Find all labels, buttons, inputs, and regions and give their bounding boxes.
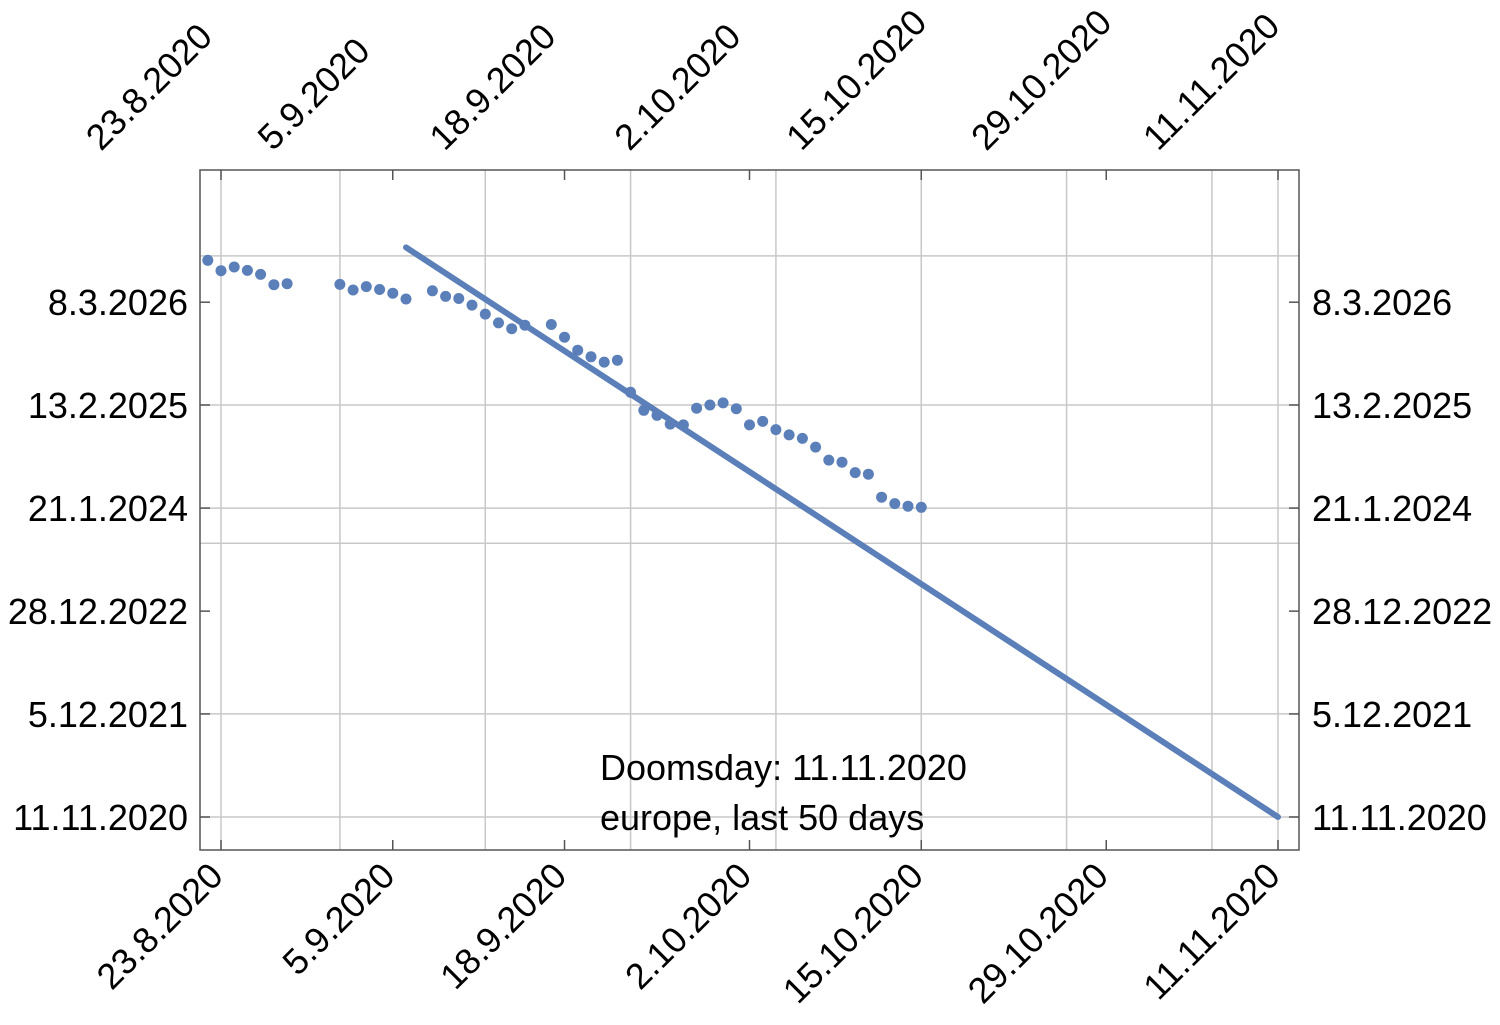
y-tick-label-right: 28.12.2022: [1312, 591, 1492, 632]
data-point: [281, 278, 293, 290]
data-point: [849, 467, 861, 479]
data-point: [360, 281, 372, 293]
x-tick-label-bottom: 15.10.2020: [775, 855, 931, 1011]
y-tick-label-left: 13.2.2025: [28, 385, 188, 426]
data-point: [400, 293, 412, 305]
data-point: [730, 403, 742, 415]
data-point: [334, 278, 346, 290]
data-point: [374, 284, 386, 295]
x-tick-label-bottom: 18.9.2020: [432, 855, 574, 997]
data-point: [598, 356, 610, 368]
data-point: [228, 261, 240, 273]
data-point: [572, 344, 584, 356]
y-tick-label-left: 28.12.2022: [8, 591, 188, 632]
data-series: [202, 244, 1281, 820]
y-tick-label-right: 21.1.2024: [1312, 488, 1472, 529]
data-point: [889, 498, 901, 510]
x-tick-label-top: 2.10.2020: [606, 15, 748, 157]
axis-ticks: [200, 170, 1299, 850]
x-tick-label-bottom: 23.8.2020: [88, 855, 230, 997]
data-point: [862, 468, 874, 480]
tick-labels: 23.8.202023.8.20205.9.20205.9.202018.9.2…: [8, 1, 1492, 1011]
data-point: [493, 317, 504, 329]
data-point: [810, 441, 822, 453]
data-point: [347, 284, 359, 296]
x-tick-label-top: 15.10.2020: [778, 1, 934, 157]
data-point: [255, 268, 267, 280]
data-point: [717, 397, 729, 409]
data-point: [902, 500, 914, 512]
y-tick-label-left: 11.11.2020: [13, 797, 188, 838]
x-tick-label-bottom: 2.10.2020: [617, 855, 759, 997]
x-tick-label-top: 23.8.2020: [78, 15, 220, 157]
data-point: [545, 319, 557, 330]
data-point: [691, 402, 703, 414]
data-point: [796, 432, 808, 444]
y-tick-label-right: 11.11.2020: [1312, 797, 1487, 838]
data-point: [202, 254, 214, 266]
y-tick-label-left: 21.1.2024: [28, 488, 188, 529]
data-point: [268, 279, 280, 291]
data-point: [876, 491, 888, 503]
x-tick-label-top: 18.9.2020: [421, 15, 563, 157]
x-tick-label-bottom: 29.10.2020: [959, 855, 1115, 1011]
x-tick-label-top: 29.10.2020: [963, 1, 1119, 157]
data-point: [915, 501, 927, 513]
doomsday-annotation: Doomsday: 11.11.2020: [600, 747, 967, 788]
x-tick-label-bottom: 5.9.2020: [274, 855, 402, 983]
data-point: [453, 293, 465, 304]
data-point: [823, 454, 835, 466]
data-point: [770, 424, 782, 436]
data-point: [440, 290, 452, 302]
data-point: [611, 354, 623, 366]
data-point: [466, 299, 478, 311]
data-point: [744, 419, 755, 431]
data-point: [506, 323, 518, 335]
x-tick-label-top: 11.11.2020: [1135, 5, 1288, 158]
y-tick-label-right: 5.12.2021: [1312, 694, 1472, 735]
y-tick-label-left: 8.3.2026: [48, 282, 188, 323]
x-tick-label-top: 5.9.2020: [249, 30, 377, 158]
data-point: [479, 308, 491, 320]
data-point: [783, 429, 795, 441]
data-point: [215, 265, 227, 277]
data-point: [559, 331, 570, 343]
y-tick-label-right: 13.2.2025: [1312, 385, 1472, 426]
region-annotation: europe, last 50 days: [600, 797, 924, 838]
data-point: [585, 351, 597, 363]
data-point: [241, 264, 253, 276]
trend-line: [403, 244, 1281, 820]
x-tick-label-bottom: 11.11.2020: [1135, 855, 1288, 1008]
data-point: [704, 399, 716, 411]
data-point: [387, 287, 399, 299]
data-point: [836, 456, 848, 468]
data-point: [757, 415, 769, 427]
y-tick-label-right: 8.3.2026: [1312, 282, 1452, 323]
y-tick-label-left: 5.12.2021: [28, 694, 188, 735]
data-point: [426, 285, 438, 297]
